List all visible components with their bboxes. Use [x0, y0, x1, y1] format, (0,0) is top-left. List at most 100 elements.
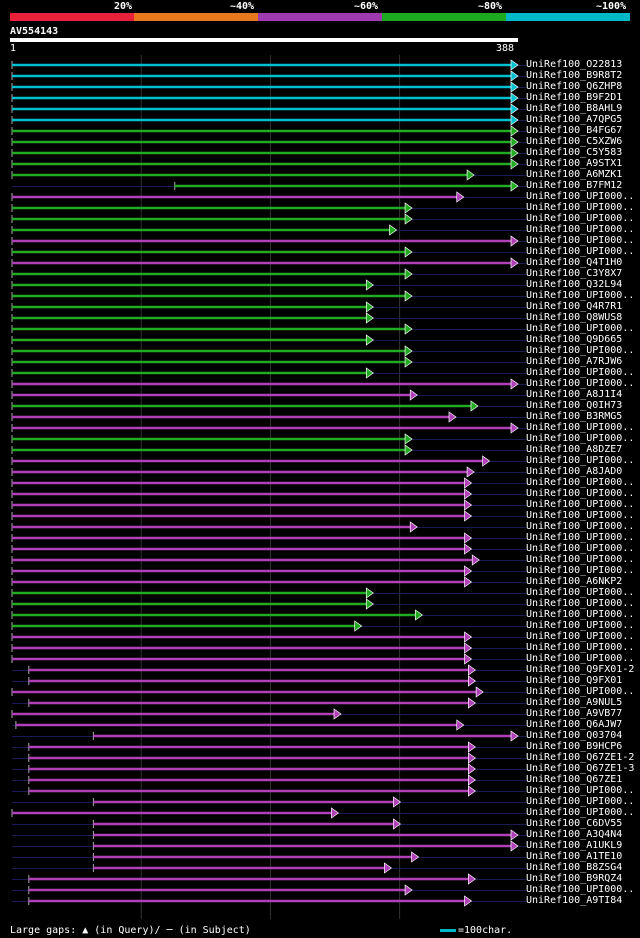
hit-label[interactable]: UniRef100_UPI000..: [526, 378, 635, 389]
hit-label[interactable]: UniRef100_UPI000..: [526, 235, 635, 246]
hit-row[interactable]: [11, 400, 526, 412]
hit-label[interactable]: UniRef100_A9NUL5: [526, 697, 623, 708]
hit-label[interactable]: UniRef100_UPI000..: [526, 642, 635, 653]
hit-row[interactable]: [11, 103, 526, 115]
hit-row[interactable]: [11, 92, 526, 104]
hit-row[interactable]: [11, 279, 526, 291]
hit-row[interactable]: [11, 147, 526, 159]
hit-label[interactable]: UniRef100_C6DV55: [526, 818, 623, 829]
hit-row[interactable]: [11, 367, 526, 379]
hit-label[interactable]: UniRef100_UPI000..: [526, 609, 635, 620]
hit-row[interactable]: [11, 686, 526, 698]
hit-row[interactable]: [11, 477, 526, 489]
hit-label[interactable]: UniRef100_UPI000..: [526, 488, 635, 499]
hit-row[interactable]: [11, 290, 526, 302]
hit-label[interactable]: UniRef100_UPI000..: [526, 796, 635, 807]
hit-row[interactable]: [11, 807, 526, 819]
hit-label[interactable]: UniRef100_UPI000..: [526, 290, 635, 301]
hit-label[interactable]: UniRef100_B3RMG5: [526, 411, 623, 422]
hit-row[interactable]: [12, 752, 526, 764]
hit-row[interactable]: [12, 763, 526, 775]
hit-row[interactable]: [11, 554, 526, 566]
hit-label[interactable]: UniRef100_Q4R7R1: [526, 301, 623, 312]
hit-label[interactable]: UniRef100_UPI000..: [526, 785, 635, 796]
hit-label[interactable]: UniRef100_A9STX1: [526, 158, 623, 169]
hit-label[interactable]: UniRef100_C5Y583: [526, 147, 623, 158]
hit-row[interactable]: [11, 598, 526, 610]
hit-row[interactable]: [11, 499, 526, 511]
hit-label[interactable]: UniRef100_UPI000..: [526, 499, 635, 510]
hit-row[interactable]: [12, 774, 526, 786]
hit-row[interactable]: [11, 422, 526, 434]
hit-label[interactable]: UniRef100_Q67ZE1-2: [526, 752, 635, 763]
hit-label[interactable]: UniRef100_B9F2D1: [526, 92, 623, 103]
hit-row[interactable]: [11, 543, 526, 555]
hit-label[interactable]: UniRef100_UPI000..: [526, 807, 635, 818]
hit-row[interactable]: [12, 873, 526, 885]
hit-label[interactable]: UniRef100_Q6AJW7: [526, 719, 623, 730]
hit-row[interactable]: [12, 862, 526, 874]
hit-label[interactable]: UniRef100_UPI000..: [526, 532, 635, 543]
hit-label[interactable]: UniRef100_B8ZSG4: [526, 862, 623, 873]
hit-row[interactable]: [12, 785, 526, 797]
hit-label[interactable]: UniRef100_B9HCP6: [526, 741, 623, 752]
hit-row[interactable]: [11, 257, 526, 269]
hit-row[interactable]: [11, 455, 526, 467]
hit-label[interactable]: UniRef100_Q67ZE1-3: [526, 763, 635, 774]
hit-label[interactable]: UniRef100_Q9FX01: [526, 675, 623, 686]
hit-label[interactable]: UniRef100_Q9FX01-2: [526, 664, 635, 675]
hit-label[interactable]: UniRef100_A9TI84: [526, 895, 623, 906]
hit-label[interactable]: UniRef100_Q8WUS8: [526, 312, 623, 323]
hit-label[interactable]: UniRef100_A8JAD0: [526, 466, 623, 477]
hit-label[interactable]: UniRef100_UPI000..: [526, 521, 635, 532]
hit-row[interactable]: [11, 224, 526, 236]
hit-label[interactable]: UniRef100_B9RQZ4: [526, 873, 623, 884]
hit-row[interactable]: [11, 488, 526, 500]
hit-row[interactable]: [11, 301, 526, 313]
hit-row[interactable]: [11, 521, 526, 533]
hit-row[interactable]: [11, 136, 526, 148]
hit-row[interactable]: [11, 81, 526, 93]
hit-label[interactable]: UniRef100_C5XZW6: [526, 136, 623, 147]
hit-label[interactable]: UniRef100_UPI000..: [526, 191, 635, 202]
hit-label[interactable]: UniRef100_Q4T1H0: [526, 257, 623, 268]
hit-row[interactable]: [11, 323, 526, 335]
hit-label[interactable]: UniRef100_UPI000..: [526, 543, 635, 554]
hit-label[interactable]: UniRef100_A6NKP2: [526, 576, 623, 587]
hit-row[interactable]: [11, 114, 526, 126]
hit-row[interactable]: [11, 609, 526, 621]
hit-label[interactable]: UniRef100_UPI000..: [526, 565, 635, 576]
hit-row[interactable]: [11, 565, 526, 577]
hit-label[interactable]: UniRef100_A7QPG5: [526, 114, 623, 125]
hit-label[interactable]: UniRef100_UPI000..: [526, 653, 635, 664]
hit-label[interactable]: UniRef100_O22813: [526, 59, 623, 70]
hit-label[interactable]: UniRef100_B4FG67: [526, 125, 623, 136]
hit-label[interactable]: UniRef100_Q32L94: [526, 279, 623, 290]
hit-label[interactable]: UniRef100_UPI000..: [526, 367, 635, 378]
hit-row[interactable]: [12, 675, 526, 687]
hit-row[interactable]: [11, 510, 526, 522]
hit-row[interactable]: [11, 356, 526, 368]
hit-row[interactable]: [11, 59, 526, 71]
hit-row[interactable]: [12, 840, 526, 852]
hit-row[interactable]: [12, 851, 526, 863]
hit-row[interactable]: [11, 576, 526, 588]
hit-label[interactable]: UniRef100_UPI000..: [526, 477, 635, 488]
hit-row[interactable]: [11, 466, 526, 478]
hit-label[interactable]: UniRef100_A9VB77: [526, 708, 623, 719]
hit-row[interactable]: [11, 169, 526, 181]
hit-label[interactable]: UniRef100_Q67ZE1: [526, 774, 623, 785]
hit-label[interactable]: UniRef100_A3Q4N4: [526, 829, 623, 840]
hit-label[interactable]: UniRef100_UPI000..: [526, 686, 635, 697]
hit-label[interactable]: UniRef100_UPI000..: [526, 213, 635, 224]
hit-label[interactable]: UniRef100_A1TE10: [526, 851, 623, 862]
hit-row[interactable]: [11, 345, 526, 357]
hit-row[interactable]: [12, 741, 526, 753]
hit-label[interactable]: UniRef100_Q0IH73: [526, 400, 623, 411]
hit-label[interactable]: UniRef100_UPI000..: [526, 554, 635, 565]
hit-row[interactable]: [11, 378, 526, 390]
hit-label[interactable]: UniRef100_A7RJW6: [526, 356, 623, 367]
hit-row[interactable]: [11, 213, 526, 225]
hit-row[interactable]: [12, 697, 526, 709]
hit-row[interactable]: [11, 532, 526, 544]
